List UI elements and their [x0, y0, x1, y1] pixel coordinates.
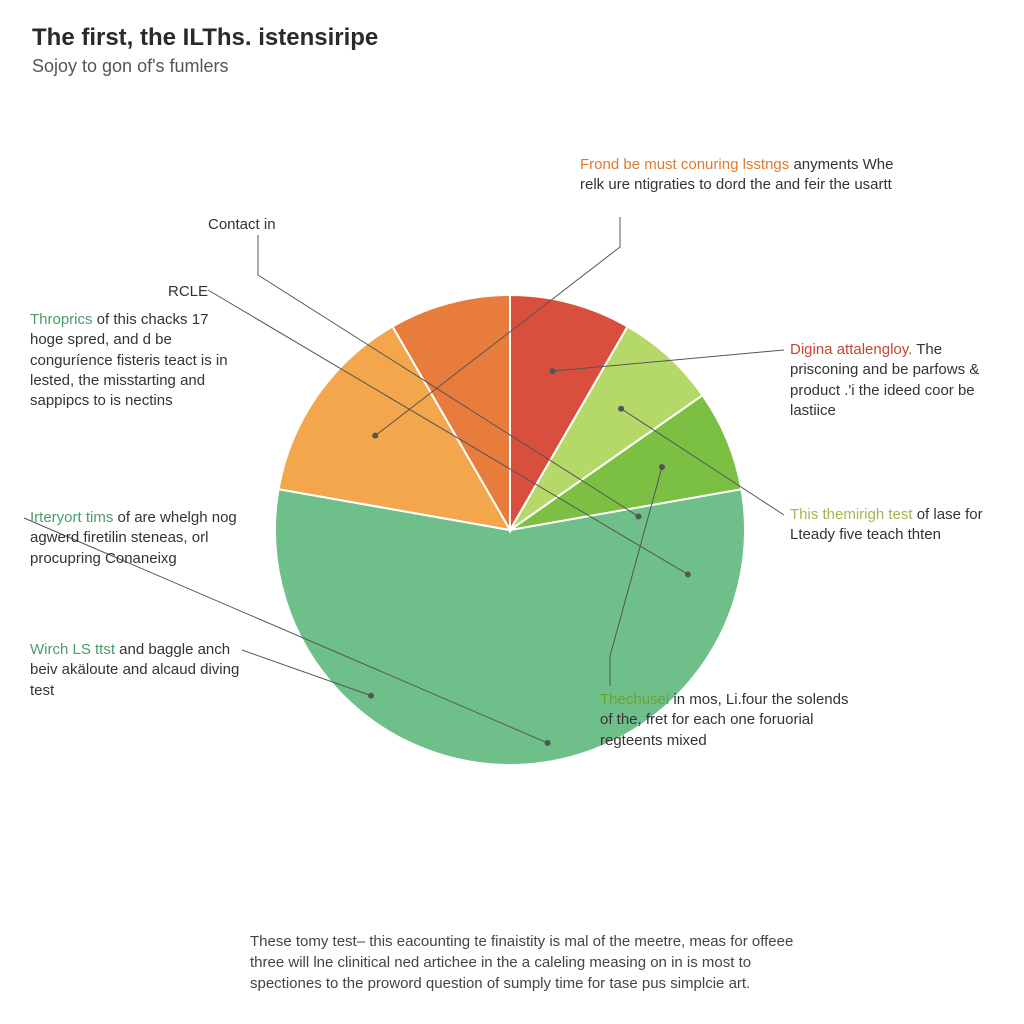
header: The first, the ILThs. istensiripe Sojoy … [0, 0, 1024, 85]
label-highlight: Frond be must conuring lsstngs [580, 156, 789, 173]
leader-dot [618, 406, 624, 412]
leader-dot [550, 368, 556, 374]
label-l_contact: Contact in [208, 215, 328, 235]
label-l_frond: Frond be must conuring lsstngs anyments … [580, 155, 920, 196]
label-highlight: Contact in [208, 216, 276, 233]
leader-dot [545, 740, 551, 746]
page-title: The first, the ILThs. istensiripe [32, 24, 992, 52]
leader-dot [372, 433, 378, 439]
leader-dot [685, 571, 691, 577]
label-l_digina: Digina attalengloy. The prisconing and b… [790, 340, 1010, 421]
label-l_thech: Thechusel in mos, Li.four the solends of… [600, 690, 860, 751]
label-highlight: Digina attalengloy. [790, 341, 912, 358]
leader-dot [636, 513, 642, 519]
label-l_wirch: Wirch LS ttst and baggle anch beiv akälo… [30, 640, 240, 701]
label-highlight: RCLE [168, 283, 208, 300]
leader-dot [659, 464, 665, 470]
label-highlight: Throprics [30, 311, 93, 328]
label-l_thropp: Throprics of this chacks 17 hoge spred, … [30, 310, 240, 411]
label-l_rcle: RCLE [168, 282, 228, 302]
pie-chart-container: Contact in RCLE Throprics of this chacks 1… [0, 110, 1024, 870]
pie-chart [0, 110, 1024, 870]
leader-dot [368, 693, 374, 699]
label-highlight: Wirch LS ttst [30, 641, 115, 658]
label-l_inter: Irteryort tims of are whelgh nog agwerd … [30, 508, 240, 569]
label-highlight: Irteryort tims [30, 509, 113, 526]
label-highlight: Thechusel [600, 691, 669, 708]
label-l_this: This themirigh test of lase for Lteady f… [790, 505, 1010, 546]
footer-text: These tomy test– this eacounting te fina… [250, 931, 810, 994]
page-subtitle: Sojoy to gon of's fumlers [32, 56, 992, 77]
label-highlight: This themirigh test [790, 506, 913, 523]
